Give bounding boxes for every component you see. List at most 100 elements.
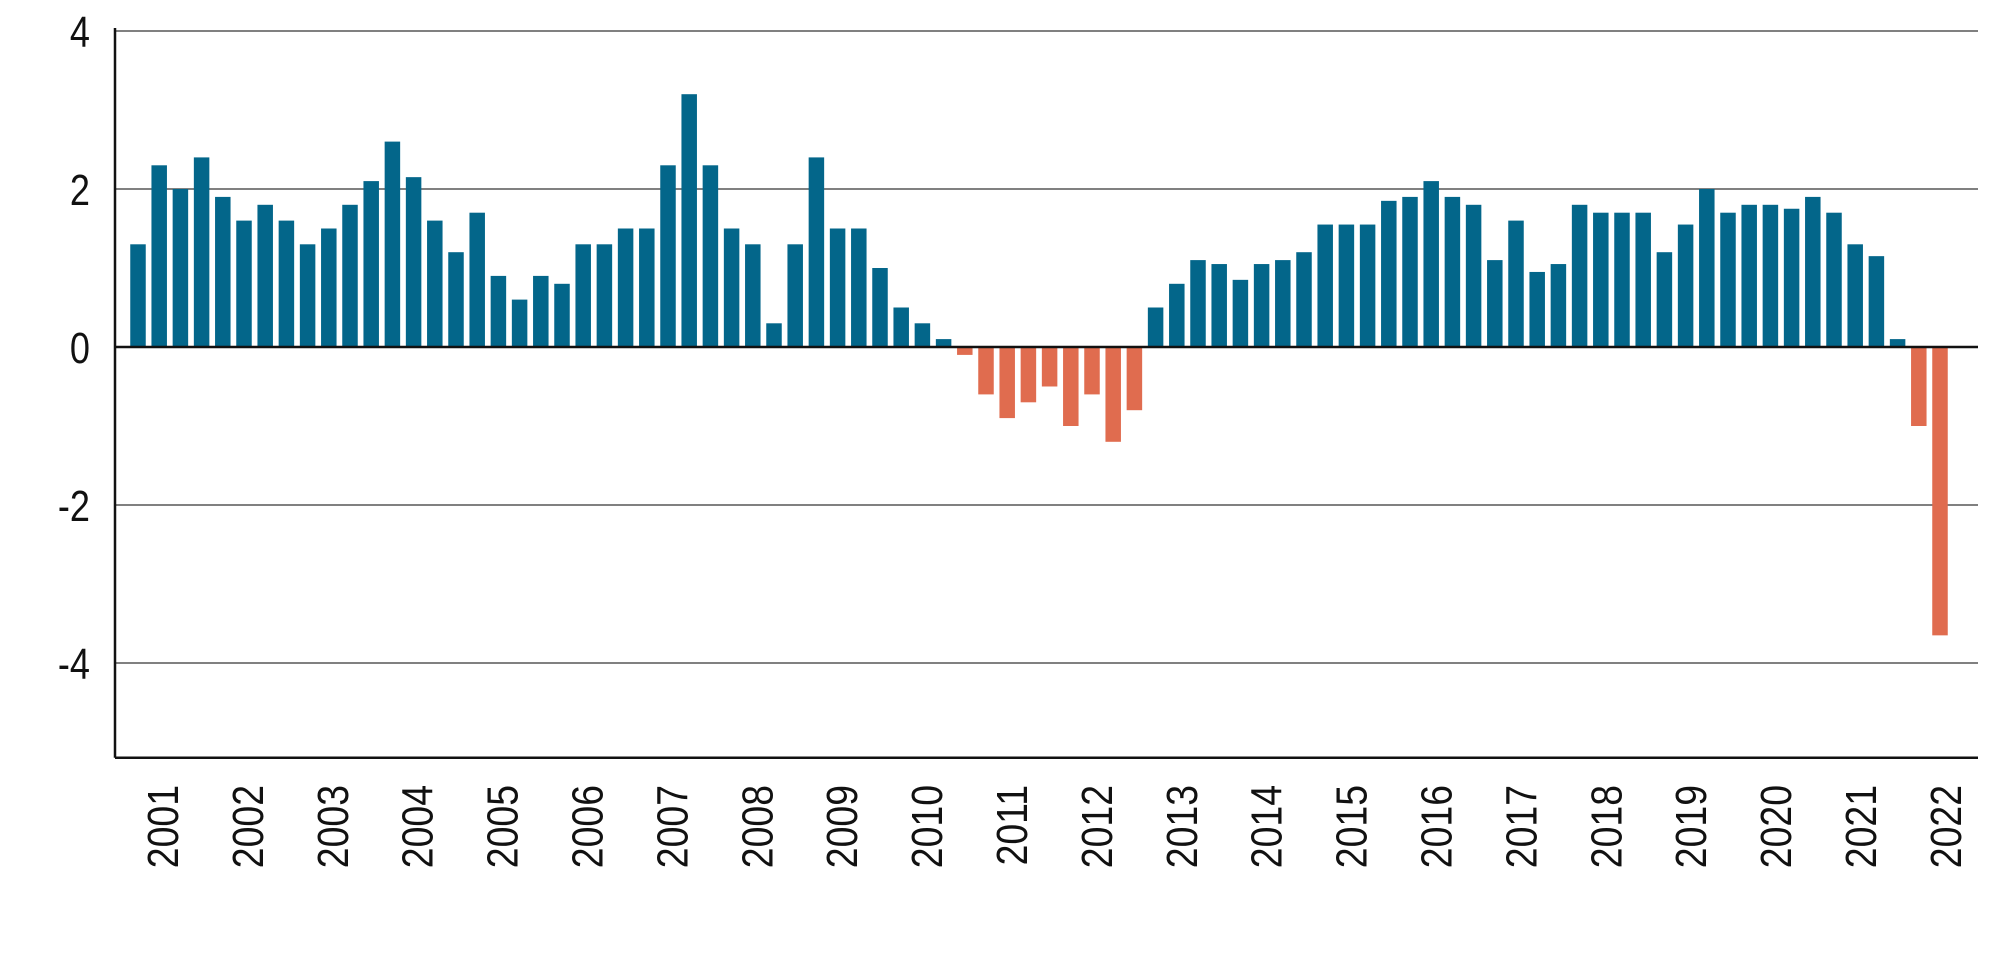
x-tick-label: 2022	[1921, 785, 1971, 868]
bar	[1084, 347, 1100, 395]
bar	[702, 165, 719, 347]
y-tick-label: -2	[58, 482, 90, 531]
x-tick-label: 2008	[732, 785, 782, 868]
y-tick-label: 4	[70, 8, 90, 57]
bar	[1932, 347, 1948, 636]
bar	[1550, 264, 1567, 347]
y-tick-label: 0	[70, 324, 90, 373]
bar	[427, 220, 443, 347]
bar	[1147, 307, 1164, 347]
bar	[1381, 200, 1397, 347]
bar	[490, 275, 507, 347]
bar	[1041, 347, 1058, 387]
bar	[299, 244, 316, 347]
bar	[1889, 339, 1906, 347]
bar	[384, 141, 401, 347]
bar	[1677, 224, 1694, 347]
x-tick-label: 2006	[563, 785, 613, 868]
bar	[1169, 283, 1185, 347]
bar	[787, 244, 803, 347]
x-tick-label: 2015	[1327, 785, 1377, 868]
bar	[1020, 347, 1037, 403]
x-tick-label: 2005	[478, 785, 528, 868]
bar	[1805, 196, 1821, 347]
x-tick-label: 2020	[1751, 785, 1801, 868]
x-tick-label: 2017	[1497, 785, 1547, 868]
bar	[1614, 212, 1630, 347]
bar	[723, 228, 740, 347]
bar	[575, 244, 591, 347]
bar	[1911, 347, 1927, 426]
bar	[1126, 347, 1143, 411]
x-tick-label: 2002	[223, 785, 273, 868]
bar	[1423, 181, 1439, 347]
bar	[766, 323, 782, 347]
bar	[1762, 204, 1779, 347]
x-tick-label: 2007	[648, 785, 698, 868]
bar	[1402, 196, 1418, 347]
x-tick-label: 2016	[1412, 785, 1462, 868]
x-tick-label: 2011	[987, 785, 1037, 865]
bar	[554, 283, 570, 347]
bar	[1571, 204, 1588, 347]
y-tick-label: 2	[70, 166, 90, 215]
bar	[1296, 252, 1312, 347]
x-tick-label: 2010	[902, 785, 952, 868]
bar	[172, 189, 189, 347]
bar	[1783, 208, 1800, 347]
bar	[745, 244, 761, 347]
bar	[1232, 279, 1249, 347]
bar	[851, 228, 867, 347]
bar	[363, 181, 379, 347]
bar	[1465, 204, 1482, 347]
x-tick-label: 2012	[1072, 785, 1122, 868]
bar	[1656, 252, 1673, 347]
bar	[405, 177, 422, 347]
bar	[617, 228, 634, 347]
bar	[935, 339, 952, 347]
bar	[193, 157, 210, 347]
x-tick-label: 2014	[1242, 785, 1292, 868]
bar	[639, 228, 655, 347]
bar	[829, 228, 846, 347]
bar	[914, 323, 931, 347]
bar	[151, 165, 167, 347]
bar	[448, 252, 464, 347]
bar	[1593, 212, 1609, 347]
bar	[1444, 196, 1461, 347]
bar	[1741, 204, 1757, 347]
x-tick-label: 2018	[1581, 785, 1631, 868]
bar	[1338, 224, 1355, 347]
x-tick-label: 2021	[1836, 785, 1886, 868]
x-tick-label: 2019	[1666, 785, 1716, 868]
bar	[999, 347, 1015, 419]
bar	[1317, 224, 1333, 347]
bar	[1275, 260, 1291, 347]
bar	[1190, 260, 1206, 347]
bar	[660, 165, 676, 347]
bar	[1211, 264, 1227, 347]
bar	[1699, 189, 1715, 347]
bar	[533, 275, 549, 347]
x-tick-label: 2009	[817, 785, 867, 868]
bar	[511, 299, 528, 347]
bar	[1063, 347, 1079, 426]
x-tick-label: 2003	[308, 785, 358, 868]
bar	[1487, 260, 1503, 347]
bar	[236, 220, 252, 347]
bar	[1253, 264, 1270, 347]
bar	[130, 244, 146, 347]
x-tick-label: 2013	[1157, 785, 1207, 868]
bar	[469, 212, 485, 347]
bar	[1105, 347, 1121, 442]
bar	[1529, 271, 1545, 347]
bar	[257, 204, 273, 347]
bar	[978, 347, 994, 395]
y-tick-label: -4	[58, 640, 90, 689]
bar	[1826, 212, 1842, 347]
bar	[957, 347, 973, 355]
bar	[1359, 224, 1376, 347]
bar	[596, 244, 613, 347]
bar	[1847, 244, 1863, 347]
